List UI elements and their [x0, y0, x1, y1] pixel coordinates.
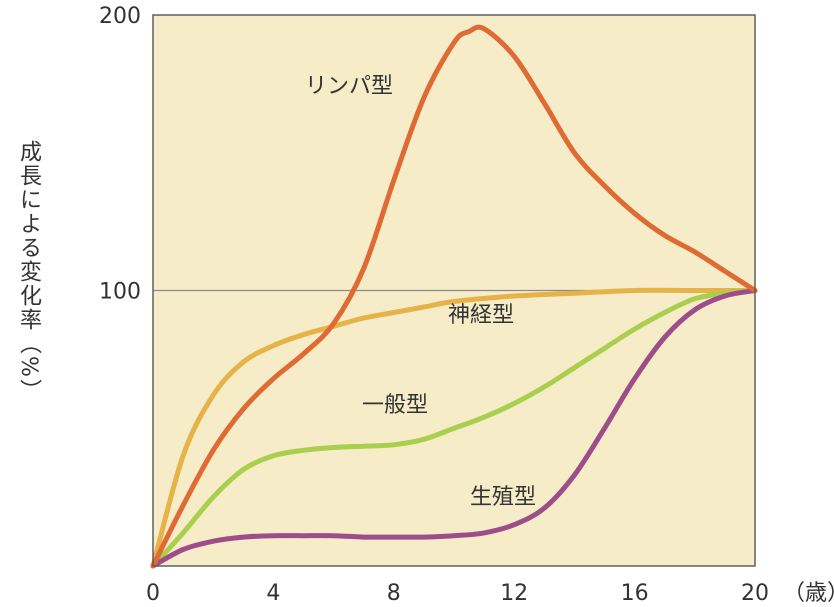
x-tick-label: 8: [387, 581, 401, 606]
tick-layer: 0 4 8 12 16 20 100 200: [99, 4, 769, 606]
y-axis-label: 成長による変化率（%）: [16, 140, 41, 403]
x-axis-unit: （歳）: [783, 581, 834, 606]
series-reproductive-line: [150, 288, 758, 569]
series-lymphatic-line: [150, 24, 758, 569]
series-neural-line: [150, 287, 758, 569]
x-tick-label: 12: [500, 581, 528, 606]
x-tick-label: 20: [741, 581, 769, 606]
series-general-line: [150, 288, 758, 569]
x-tick-label: 0: [146, 581, 160, 606]
series-general-label: 一般型: [362, 393, 428, 418]
series-neural-label: 神経型: [448, 303, 514, 328]
x-tick-label: 16: [621, 581, 649, 606]
series-layer: [150, 24, 758, 569]
plot-frame: [152, 14, 756, 567]
y-tick-label: 100: [99, 280, 141, 305]
y-tick-label: 200: [99, 4, 141, 29]
series-reproductive-label: 生殖型: [470, 485, 536, 510]
x-tick-label: 4: [266, 581, 280, 606]
series-lymphatic-label: リンパ型: [305, 74, 393, 99]
